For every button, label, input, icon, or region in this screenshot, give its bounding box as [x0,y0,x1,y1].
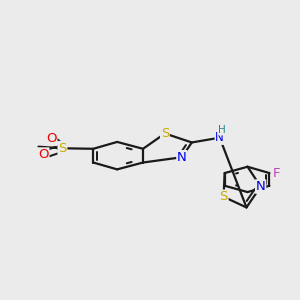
Text: F: F [273,167,280,180]
Text: N: N [177,151,187,164]
Text: O: O [38,148,49,161]
Text: S: S [219,190,228,203]
Text: H: H [218,125,226,135]
Text: N: N [215,131,224,144]
Text: N: N [256,180,266,193]
Text: S: S [58,142,67,155]
Text: O: O [46,132,57,145]
Text: S: S [161,127,169,140]
